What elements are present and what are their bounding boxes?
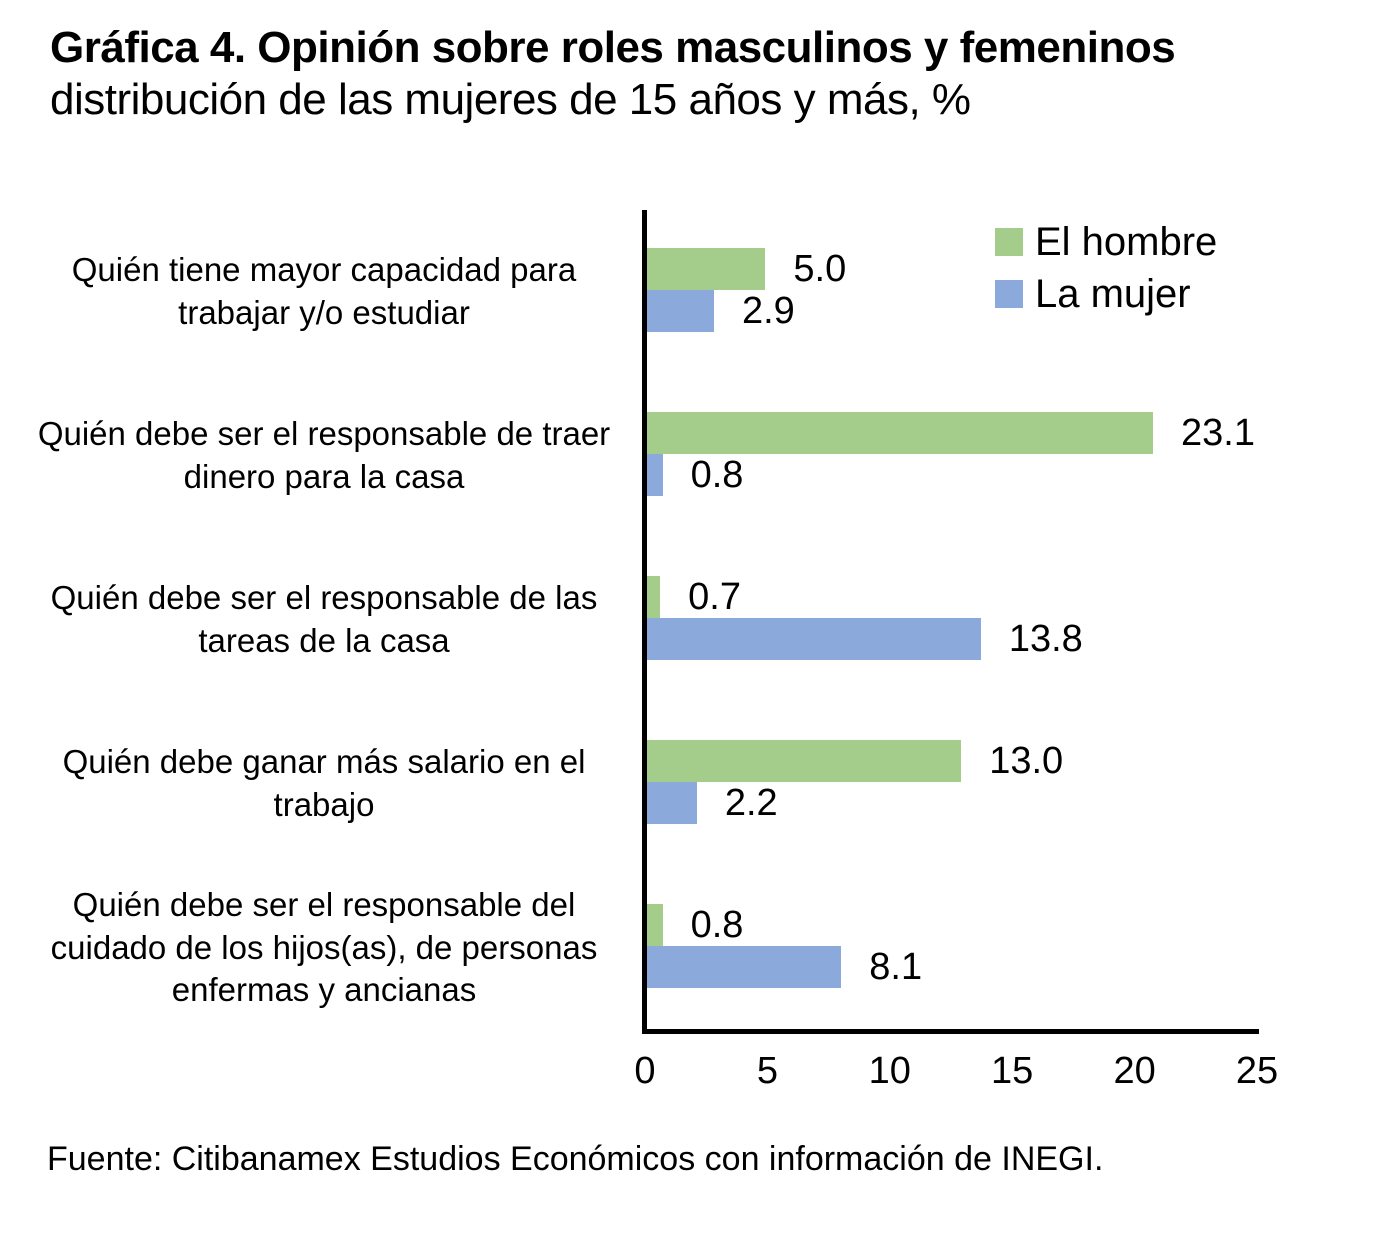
bar-value-label-la-mujer: 2.2 — [724, 781, 778, 824]
bar-value-label-el-hombre: 0.7 — [688, 575, 741, 618]
category-label: Quién debe ser el responsable de las tar… — [50, 579, 598, 659]
bar-la-mujer — [643, 454, 663, 496]
x-tick-label: 5 — [756, 1050, 778, 1092]
barline-el-hombre: 23.1 — [643, 412, 1255, 454]
category-plot: 23.1 0.8 — [643, 374, 1392, 538]
bar-el-hombre — [643, 904, 663, 946]
legend-label-el-hombre: El hombre — [1035, 220, 1218, 264]
legend-swatch-la-mujer-icon — [995, 280, 1023, 308]
chart-header: Gráfica 4. Opinión sobre roles masculino… — [50, 22, 1176, 126]
x-axis-ticks: 0 5 10 15 20 25 — [634, 1050, 1278, 1096]
barline-el-hombre: 13.0 — [643, 740, 1255, 782]
y-axis-line — [642, 210, 647, 1034]
category-plot: 0.7 13.8 — [643, 538, 1392, 702]
barline-el-hombre: 5.0 — [643, 248, 1255, 290]
bar-el-hombre — [643, 248, 766, 290]
category-label: Quién tiene mayor capacidad para trabaja… — [71, 251, 577, 331]
x-axis-line — [642, 1029, 1259, 1034]
category-row: Quién debe ser el responsable de las tar… — [0, 538, 1392, 702]
bar-el-hombre — [643, 576, 661, 618]
bar-el-hombre — [643, 740, 962, 782]
bar-value-label-el-hombre: 0.8 — [690, 903, 744, 946]
chart-subtitle: distribución de las mujeres de 15 años y… — [50, 74, 971, 124]
barline-el-hombre: 0.7 — [643, 576, 1255, 618]
bar-la-mujer — [643, 782, 697, 824]
barline-la-mujer: 13.8 — [643, 618, 1255, 660]
category-row: Quién tiene mayor capacidad para trabaja… — [0, 210, 1392, 374]
legend-label-la-mujer: La mujer — [1035, 272, 1191, 316]
barline-el-hombre: 0.8 — [643, 904, 1255, 946]
barline-la-mujer: 2.9 — [643, 290, 1255, 332]
category-row: Quién debe ser el responsable del cuidad… — [0, 866, 1392, 1030]
x-tick-label: 0 — [634, 1050, 656, 1092]
bar-la-mujer — [643, 618, 981, 660]
source-note: Fuente: Citibanamex Estudios Económicos … — [47, 1140, 1104, 1178]
category-label: Quién debe ser el responsable de traer d… — [37, 415, 611, 495]
bar-la-mujer — [643, 946, 842, 988]
category-plot: 0.8 8.1 — [643, 866, 1392, 1030]
x-tick-label: 15 — [991, 1050, 1034, 1092]
legend-swatch-el-hombre-icon — [995, 228, 1023, 256]
bar-value-label-el-hombre: 13.0 — [989, 739, 1064, 782]
category-plot: 5.0 2.9 — [643, 210, 1392, 374]
bar-value-label-el-hombre: 5.0 — [793, 247, 847, 290]
barline-la-mujer: 2.2 — [643, 782, 1255, 824]
barline-la-mujer: 8.1 — [643, 946, 1255, 988]
chart-legend: El hombre La mujer — [995, 222, 1217, 326]
x-tick-label: 25 — [1235, 1050, 1279, 1092]
x-tick-label: 10 — [868, 1050, 911, 1092]
category-plot: 13.0 2.2 — [643, 702, 1392, 866]
category-row: Quién debe ganar más salario en el traba… — [0, 702, 1392, 866]
bar-la-mujer — [643, 290, 714, 332]
bar-value-label-la-mujer: 13.8 — [1008, 617, 1083, 660]
bar-chart-rows: Quién tiene mayor capacidad para trabaja… — [0, 210, 1392, 1030]
legend-item-la-mujer: La mujer — [995, 274, 1217, 314]
legend-item-el-hombre: El hombre — [995, 222, 1217, 262]
bar-value-label-la-mujer: 0.8 — [690, 453, 744, 496]
category-label: Quién debe ganar más salario en el traba… — [62, 743, 586, 823]
bar-value-label-la-mujer: 2.9 — [741, 289, 795, 332]
bar-value-label-el-hombre: 23.1 — [1181, 411, 1255, 454]
chart-title: Gráfica 4. Opinión sobre roles masculino… — [50, 23, 1176, 72]
barline-la-mujer: 0.8 — [643, 454, 1255, 496]
bar-el-hombre — [643, 412, 1154, 454]
category-row: Quién debe ser el responsable de traer d… — [0, 374, 1392, 538]
x-tick-label: 20 — [1113, 1050, 1156, 1092]
bar-value-label-la-mujer: 8.1 — [869, 945, 923, 988]
category-label: Quién debe ser el responsable del cuidad… — [50, 885, 598, 1009]
